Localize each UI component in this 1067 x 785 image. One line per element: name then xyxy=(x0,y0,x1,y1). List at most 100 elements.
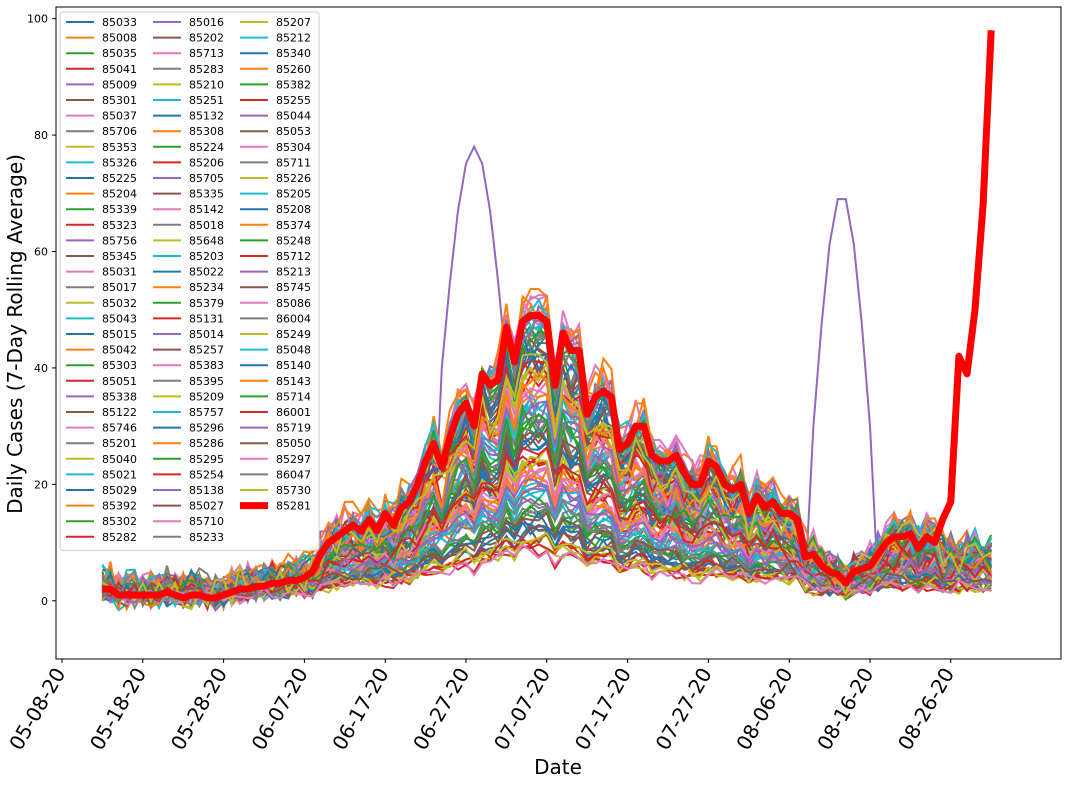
legend-entry: 85233 xyxy=(189,531,224,544)
legend-entry: 85031 xyxy=(102,266,137,279)
legend-entry: 85353 xyxy=(102,141,137,154)
legend-entry: 85338 xyxy=(102,390,137,403)
legend-entry: 85301 xyxy=(102,94,137,107)
legend-entry: 85745 xyxy=(276,281,311,294)
legend-entry: 86047 xyxy=(276,468,311,481)
legend-entry: 85043 xyxy=(102,312,137,325)
y-tick-label: 80 xyxy=(34,129,48,142)
x-tick-label: 08-06-20 xyxy=(731,664,797,755)
legend-entry: 85132 xyxy=(189,110,224,123)
y-axis: 0 20 40 60 80 100 xyxy=(27,13,56,608)
legend-entry: 85248 xyxy=(276,234,311,247)
legend-entry: 85706 xyxy=(102,125,137,138)
legend-entry: 85282 xyxy=(102,531,137,544)
legend-entry: 85260 xyxy=(276,63,311,76)
legend-entry: 85015 xyxy=(102,328,137,341)
legend-entry: 85037 xyxy=(102,110,137,123)
legend-entry: 85143 xyxy=(276,375,311,388)
x-tick-label: 05-08-20 xyxy=(4,664,70,755)
legend-entry: 85140 xyxy=(276,359,311,372)
x-tick-label: 06-17-20 xyxy=(327,664,393,755)
legend-entry: 85303 xyxy=(102,359,137,372)
x-tick-label: 07-07-20 xyxy=(489,664,555,755)
legend-entry: 85204 xyxy=(102,188,137,201)
legend-entry: 85138 xyxy=(189,484,224,497)
x-tick-label: 08-26-20 xyxy=(893,664,959,755)
legend-entry: 85213 xyxy=(276,266,311,279)
x-axis: 05-08-20 05-18-20 05-28-20 06-07-20 06-17-20… xyxy=(4,659,959,754)
legend-entry: 85295 xyxy=(189,453,224,466)
legend-entry: 85212 xyxy=(276,32,311,45)
legend-entry: 85281 xyxy=(276,500,311,513)
legend-entry: 85018 xyxy=(189,219,224,232)
legend-entry: 85254 xyxy=(189,468,224,481)
legend-entry: 85051 xyxy=(102,375,137,388)
x-tick-label: 05-28-20 xyxy=(166,664,232,755)
legend-entry: 85040 xyxy=(102,453,137,466)
legend-entry: 85323 xyxy=(102,219,137,232)
x-tick-label: 08-16-20 xyxy=(812,664,878,755)
legend-entry: 85209 xyxy=(189,390,224,403)
legend-entry: 85710 xyxy=(189,515,224,528)
series-line-85281 xyxy=(102,30,995,602)
legend-entry: 85392 xyxy=(102,500,137,513)
legend-entry: 85713 xyxy=(189,47,224,60)
legend-entry: 85296 xyxy=(189,422,224,435)
legend-entry: 85251 xyxy=(189,94,224,107)
legend-entry: 85009 xyxy=(102,78,137,91)
legend-entry: 85746 xyxy=(102,422,137,435)
y-tick-label: 40 xyxy=(34,362,48,375)
legend-entry: 85712 xyxy=(276,250,311,263)
legend-entry: 85379 xyxy=(189,297,224,310)
series-line-85719 xyxy=(101,477,992,604)
legend-entry: 85283 xyxy=(189,63,224,76)
legend-entry: 85016 xyxy=(189,16,224,29)
legend-entry: 85027 xyxy=(189,500,224,513)
legend-entry: 85225 xyxy=(102,172,137,185)
legend-entry: 85730 xyxy=(276,484,311,497)
legend-entry: 85326 xyxy=(102,156,137,169)
legend-entry: 85234 xyxy=(189,281,224,294)
legend-entry: 85008 xyxy=(102,32,137,45)
legend-entry: 85053 xyxy=(276,125,311,138)
legend-entry: 85032 xyxy=(102,297,137,310)
legend-entry: 85711 xyxy=(276,156,311,169)
legend-entry: 85308 xyxy=(189,125,224,138)
highlight-series xyxy=(102,30,995,602)
legend-entry: 85335 xyxy=(189,188,224,201)
plot-frame xyxy=(55,6,1062,660)
x-tick-label: 06-27-20 xyxy=(408,664,474,755)
legend-entry: 85041 xyxy=(102,63,137,76)
legend-entry: 85339 xyxy=(102,203,137,216)
series-line-85143 xyxy=(101,371,993,607)
legend-entry: 85719 xyxy=(276,422,311,435)
legend-entry: 85205 xyxy=(276,188,311,201)
legend-entry: 85224 xyxy=(189,141,224,154)
legend-entry: 86001 xyxy=(276,406,311,419)
legend-entry: 85142 xyxy=(189,203,224,216)
legend-entry: 85048 xyxy=(276,344,311,357)
x-tick-label: 07-17-20 xyxy=(570,664,636,755)
y-tick-label: 100 xyxy=(27,13,48,26)
legend-entry: 85304 xyxy=(276,141,311,154)
y-tick-label: 0 xyxy=(41,595,48,608)
legend-entry: 85201 xyxy=(102,437,137,450)
legend-entry: 85648 xyxy=(189,234,224,247)
legend-entry: 85014 xyxy=(189,328,224,341)
legend-entry: 85705 xyxy=(189,172,224,185)
legend-entry: 85042 xyxy=(102,344,137,357)
legend-entry: 85255 xyxy=(276,94,311,107)
legend-entry: 86004 xyxy=(276,312,311,325)
x-axis-title: Date xyxy=(534,755,582,779)
legend-entry: 85044 xyxy=(276,110,311,123)
legend-entry: 85340 xyxy=(276,47,311,60)
legend-entry: 85017 xyxy=(102,281,137,294)
legend-entry: 85208 xyxy=(276,203,311,216)
legend-entry: 85395 xyxy=(189,375,224,388)
legend-entry: 85202 xyxy=(189,32,224,45)
legend-entry: 85131 xyxy=(189,312,224,325)
legend-entry: 85033 xyxy=(102,16,137,29)
series-line-85050 xyxy=(101,511,992,602)
legend-entry: 85210 xyxy=(189,78,224,91)
